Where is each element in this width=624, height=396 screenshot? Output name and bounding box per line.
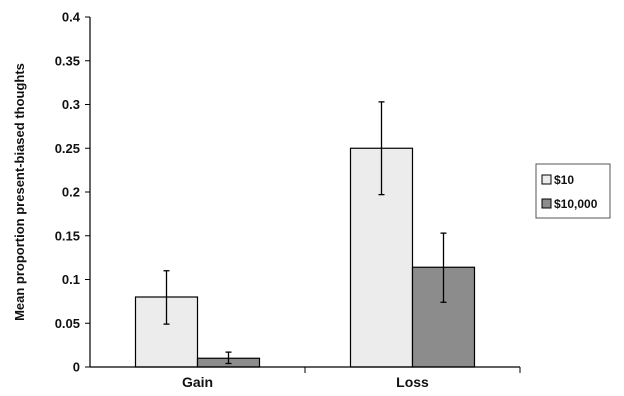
bars bbox=[134, 147, 476, 368]
y-tick-label: 0.3 bbox=[62, 97, 80, 112]
y-tick-label: 0.4 bbox=[62, 10, 81, 25]
x-tick-label: Loss bbox=[396, 374, 429, 390]
legend: $10 $10,000 bbox=[535, 163, 611, 219]
y-tick-label: 0.25 bbox=[55, 141, 80, 156]
y-tick-label: 0.05 bbox=[55, 316, 80, 331]
y-axis-label: Mean proportion present-biased thoughts bbox=[12, 63, 27, 321]
y-tick-label: 0 bbox=[73, 360, 80, 375]
y-tick-label: 0.2 bbox=[62, 185, 80, 200]
legend-swatch bbox=[541, 198, 552, 209]
legend-label: $10 bbox=[554, 173, 574, 187]
legend-box bbox=[535, 163, 611, 219]
x-tick-label: Gain bbox=[182, 374, 213, 390]
y-axis-ticks: 0 0.05 0.1 0.15 0.2 0.25 0.3 0.35 0.4 bbox=[55, 10, 90, 375]
y-tick-label: 0.35 bbox=[55, 53, 80, 68]
x-axis-ticks: Gain Loss bbox=[182, 367, 521, 390]
legend-swatch bbox=[541, 174, 552, 185]
y-tick-label: 0.1 bbox=[62, 272, 80, 287]
y-tick-label: 0.15 bbox=[55, 228, 80, 243]
legend-label: $10,000 bbox=[554, 197, 598, 211]
error-bars bbox=[163, 101, 447, 365]
